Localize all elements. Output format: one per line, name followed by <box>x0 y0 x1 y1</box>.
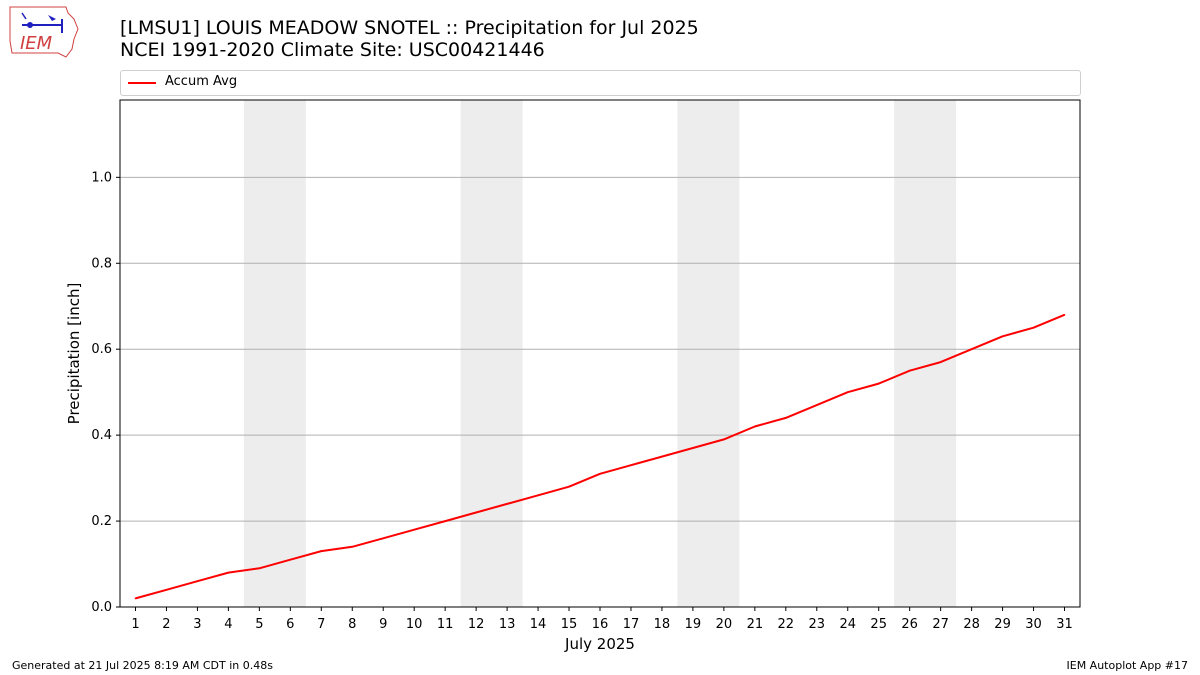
data-point <box>1001 335 1004 338</box>
data-point <box>661 455 663 458</box>
title-line-2: NCEI 1991-2020 Climate Site: USC00421446 <box>120 39 545 61</box>
data-point <box>970 348 973 351</box>
y-tick-label: 0.2 <box>91 514 112 529</box>
x-tick-label: 22 <box>778 617 795 632</box>
data-point <box>444 520 446 522</box>
x-tick-label: 7 <box>317 617 325 632</box>
x-tick-label: 23 <box>809 617 826 632</box>
data-point <box>754 425 756 428</box>
weekend-shading <box>243 100 957 607</box>
x-tick-label: 3 <box>193 617 201 632</box>
x-tick-label: 29 <box>994 617 1011 632</box>
weekend-band <box>894 100 957 607</box>
y-axis-label: Precipitation [inch] <box>65 283 83 425</box>
x-tick-label: 11 <box>437 617 454 632</box>
data-point <box>413 528 415 531</box>
axis-ticks: 0.00.20.40.60.81.01 2 3 4 5 6 7 8 9 10 11 12 13 14 15 1… <box>91 170 1072 632</box>
y-tick-label: 0.6 <box>91 342 112 357</box>
legend: Accum Avg <box>120 70 1081 96</box>
data-point <box>723 438 725 441</box>
x-tick-label: 25 <box>870 617 887 632</box>
x-tick-label: 5 <box>255 617 263 632</box>
x-tick-label: 10 <box>406 617 423 632</box>
y-tick-label: 0.8 <box>91 256 112 271</box>
weekend-band <box>243 100 306 607</box>
data-point <box>908 369 911 372</box>
data-point <box>692 447 694 449</box>
x-tick-label: 15 <box>561 617 578 632</box>
iem-logo: IEM <box>8 5 80 59</box>
data-point <box>258 567 261 570</box>
x-tick-label: 28 <box>963 617 980 632</box>
legend-label-accum-avg: Accum Avg <box>165 74 238 89</box>
x-tick-label: 24 <box>839 617 856 632</box>
data-point <box>320 550 323 552</box>
data-point <box>815 404 818 406</box>
x-tick-label: 30 <box>1025 617 1042 632</box>
generated-timestamp: Generated at 21 Jul 2025 8:19 AM CDT in … <box>12 659 273 672</box>
data-point <box>599 473 601 475</box>
logo-text: IEM <box>20 33 53 54</box>
data-point <box>568 485 570 488</box>
x-tick-label: 17 <box>623 617 640 632</box>
x-tick-label: 20 <box>716 617 733 632</box>
data-point <box>134 597 137 600</box>
data-point <box>877 382 880 385</box>
y-tick-label: 0.4 <box>91 428 112 443</box>
iem-logo-icon: IEM <box>9 6 79 58</box>
title-line-1: [LMSU1] LOUIS MEADOW SNOTEL :: Precipita… <box>120 17 699 39</box>
x-tick-label: 6 <box>286 617 294 632</box>
data-point <box>630 464 632 467</box>
weekend-band <box>460 100 523 607</box>
x-tick-label: 2 <box>162 617 170 632</box>
data-point <box>537 494 539 497</box>
chart-title: [LMSU1] LOUIS MEADOW SNOTEL :: Precipita… <box>120 17 699 61</box>
x-tick-label: 26 <box>901 617 918 632</box>
data-point <box>196 580 199 583</box>
x-tick-label: 14 <box>530 617 547 632</box>
series-layer <box>134 313 1066 600</box>
x-tick-label: 16 <box>592 617 609 632</box>
data-point <box>475 511 477 514</box>
data-point <box>351 546 354 548</box>
data-point <box>289 558 292 561</box>
x-tick-label: 19 <box>685 617 702 632</box>
x-tick-label: 12 <box>468 617 485 632</box>
data-point <box>846 391 849 393</box>
data-point <box>382 537 385 540</box>
x-tick-label: 8 <box>348 617 356 632</box>
x-tick-label: 31 <box>1056 617 1073 632</box>
legend-line-swatch <box>128 82 156 84</box>
x-tick-label: 21 <box>747 617 764 632</box>
data-point <box>1032 326 1035 329</box>
data-point <box>785 417 787 419</box>
y-tick-label: 1.0 <box>91 170 112 185</box>
app-id: IEM Autoplot App #17 <box>1066 659 1189 672</box>
x-axis-label: July 2025 <box>564 635 635 653</box>
x-tick-label: 4 <box>224 617 232 632</box>
x-tick-label: 18 <box>654 617 671 632</box>
data-point <box>506 503 508 505</box>
data-point <box>1063 314 1066 316</box>
x-tick-label: 13 <box>499 617 516 632</box>
data-point <box>165 589 168 591</box>
x-tick-label: 1 <box>131 617 139 632</box>
weekend-band <box>677 100 740 607</box>
y-tick-label: 0.0 <box>91 600 112 615</box>
x-tick-label: 27 <box>932 617 949 632</box>
x-tick-label: 9 <box>379 617 387 632</box>
data-point <box>939 361 942 363</box>
data-point <box>227 571 230 574</box>
